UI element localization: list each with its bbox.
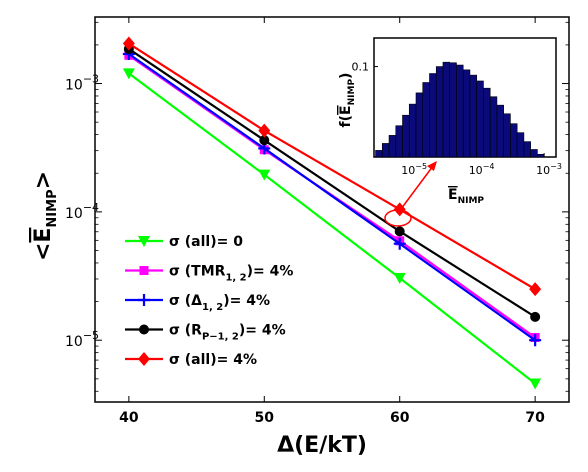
legend-entry: σ (all)= 0 <box>125 234 243 250</box>
histogram-bar <box>456 64 464 158</box>
inset-x-tick-label: 10−3 <box>536 162 562 177</box>
series-line <box>128 72 536 385</box>
histogram-bar <box>530 149 538 158</box>
data-point <box>122 68 135 80</box>
series-line <box>128 53 536 342</box>
histogram-bar <box>523 141 531 158</box>
histogram-bar <box>483 87 491 158</box>
legend-marker <box>139 324 149 335</box>
main-plot-frame <box>94 16 570 403</box>
histogram-bar <box>408 103 417 158</box>
legend-entry: σ (all)= 4% <box>125 352 257 368</box>
inset-y-axis-label: f(ENIMP) <box>338 73 357 128</box>
series-0 <box>122 68 542 390</box>
histogram-bar <box>449 62 457 158</box>
y-axis-label: <ENIMP> <box>31 171 60 261</box>
series-line <box>128 48 536 318</box>
histogram-bar <box>516 132 525 158</box>
x-tick-label: 40 <box>119 410 139 426</box>
data-point <box>393 273 406 285</box>
data-point <box>529 334 542 347</box>
y-tick-label: 10−5 <box>65 329 99 350</box>
series-3 <box>123 43 541 322</box>
y-tick-label: 10−3 <box>65 73 99 94</box>
svg-text:<ENIMP>: <ENIMP> <box>31 171 60 261</box>
x-axis-label: Δ(E/kT) <box>277 433 367 458</box>
histogram-bar <box>422 82 430 158</box>
data-point <box>393 237 406 250</box>
histogram-bar <box>402 114 410 158</box>
histogram-bar <box>395 125 403 158</box>
histogram-bar <box>489 96 498 158</box>
histogram-bar <box>429 73 437 158</box>
legend-label: σ (Δ1, 2)= 4% <box>169 293 270 313</box>
histogram-bar <box>537 153 545 158</box>
data-point <box>258 123 271 138</box>
legend-entry: σ (RP−1, 2)= 4% <box>125 323 286 343</box>
legend-label: σ (TMR1, 2)= 4% <box>169 264 293 284</box>
histogram-bar <box>442 61 451 158</box>
x-tick-label: 70 <box>525 410 545 426</box>
legend-marker <box>138 236 150 247</box>
histogram-bar <box>388 135 397 158</box>
series-line <box>128 42 536 291</box>
histogram-bar <box>510 123 518 158</box>
legend-label: σ (all)= 4% <box>169 352 257 368</box>
series-2 <box>122 47 542 347</box>
histogram-bar <box>476 80 484 158</box>
histogram-bar <box>462 69 471 158</box>
legend-marker <box>139 266 149 275</box>
inset-x-axis-label: ENIMP <box>448 187 484 206</box>
legend-entry: σ (Δ1, 2)= 4% <box>125 293 270 313</box>
highlight-ellipse <box>384 209 412 227</box>
legend-marker <box>138 352 150 366</box>
inset-y-tick-label: 0.1 <box>352 61 370 74</box>
histogram-bar <box>496 104 504 158</box>
callout-arrowhead <box>427 161 437 171</box>
histogram-bar <box>415 92 424 158</box>
histogram-bar <box>375 150 383 158</box>
data-point <box>122 36 135 51</box>
data-point <box>530 311 541 322</box>
data-point <box>529 378 542 390</box>
inset-x-tick-label: 10−5 <box>401 162 427 177</box>
legend-label: σ (all)= 0 <box>169 234 243 250</box>
callout-arrow-line <box>400 165 434 210</box>
histogram-bar <box>469 74 477 158</box>
histogram-bar <box>503 113 511 158</box>
data-point <box>529 282 542 297</box>
x-tick-label: 60 <box>390 410 410 426</box>
inset-x-tick-label: 10−4 <box>469 162 495 177</box>
data-point <box>394 226 405 237</box>
histogram-bar <box>435 66 444 158</box>
data-point <box>259 135 270 146</box>
x-tick-label: 50 <box>255 410 275 426</box>
svg-text:ENIMP: ENIMP <box>448 187 484 206</box>
legend-label: σ (RP−1, 2)= 4% <box>169 323 286 343</box>
legend-marker <box>138 294 150 306</box>
legend: σ (all)= 0 σ (TMR1, 2)= 4% σ (Δ1, 2)= 4% σ … <box>125 234 293 368</box>
histogram-bar <box>381 143 390 158</box>
data-point <box>258 169 271 181</box>
svg-text:f(ENIMP): f(ENIMP) <box>338 73 357 128</box>
y-tick-label: 10−4 <box>65 201 99 222</box>
legend-entry: σ (TMR1, 2)= 4% <box>125 264 293 284</box>
